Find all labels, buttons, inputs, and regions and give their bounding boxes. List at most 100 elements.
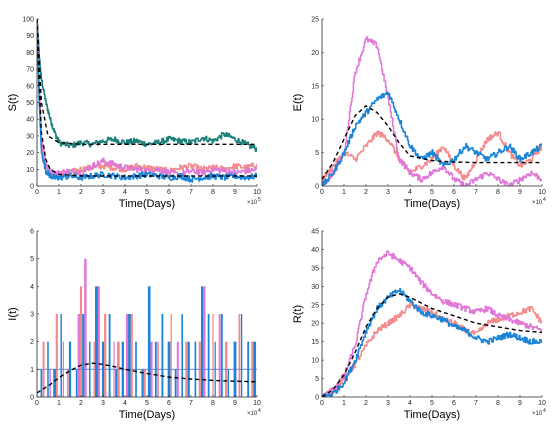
chart-3-x-tick-label: 4 bbox=[408, 400, 412, 407]
chart-0-x-tick-label: 1 bbox=[57, 189, 61, 196]
chart-2-series-1-spike bbox=[49, 369, 51, 397]
chart-0-x-tick-label: 0 bbox=[35, 189, 39, 196]
chart-2-x-tick-label: 10 bbox=[253, 400, 261, 407]
chart-0-x-tick-label: 8 bbox=[211, 189, 215, 196]
chart-1-x-tick-label: 4 bbox=[408, 189, 412, 196]
chart-1-x-tick-label: 2 bbox=[364, 189, 368, 196]
chart-3-y-tick-label: 20 bbox=[311, 321, 319, 328]
chart-0-y-axis-label: S(t) bbox=[7, 94, 19, 112]
chart-1-y-tick-label: 0 bbox=[315, 184, 319, 191]
chart-3-y-tick-label: 10 bbox=[311, 358, 319, 365]
chart-2-x-tick-label: 0 bbox=[35, 400, 39, 407]
chart-2-x-tick-label: 5 bbox=[145, 400, 149, 407]
chart-3-y-tick-label: 45 bbox=[311, 229, 319, 236]
chart-2-x-tick-label: 3 bbox=[101, 400, 105, 407]
chart-0-x-tick-label: 4 bbox=[123, 189, 127, 196]
chart-0-y-tick-label: 10 bbox=[26, 167, 34, 174]
chart-2-x-multiplier-exp: 4 bbox=[258, 408, 261, 414]
chart-2-series-1-spike bbox=[202, 286, 206, 397]
chart-3-series-3 bbox=[322, 293, 542, 397]
chart-3-x-tick-label: 0 bbox=[320, 400, 324, 407]
chart-0-series-5 bbox=[37, 19, 257, 145]
chart-0-y-tick-label: 70 bbox=[26, 67, 34, 74]
chart-2-series-2-spike bbox=[147, 286, 151, 397]
chart-2-x-tick-label: 7 bbox=[189, 400, 193, 407]
chart-0-x-multiplier: ×10 bbox=[247, 200, 258, 206]
chart-2-x-tick-label: 6 bbox=[167, 400, 171, 407]
chart-2-series-2-spike bbox=[95, 286, 98, 397]
chart-2-series-2-spike bbox=[128, 314, 131, 397]
chart-0-series-1 bbox=[37, 20, 257, 179]
chart-0-x-axis-label: Time(Days) bbox=[119, 198, 175, 210]
chart-1-series-2 bbox=[322, 91, 542, 186]
chart-3-x-tick-label: 8 bbox=[496, 400, 500, 407]
chart-1-x-multiplier-exp: 4 bbox=[543, 197, 546, 203]
chart-2-series-0-spike bbox=[238, 314, 241, 397]
chart-2-x-axis-label: Time(Days) bbox=[119, 409, 175, 421]
chart-1-x-tick-label: 5 bbox=[430, 189, 434, 196]
chart-2-series-0-spike bbox=[79, 286, 83, 397]
chart-2-series-1-spike bbox=[77, 314, 80, 397]
chart-0-y-tick-label: 90 bbox=[26, 33, 34, 40]
chart-1-x-tick-label: 7 bbox=[474, 189, 478, 196]
chart-3-y-tick-label: 30 bbox=[311, 284, 319, 291]
chart-0-x-tick-label: 5 bbox=[145, 189, 149, 196]
chart-2-series-0-spike bbox=[143, 369, 146, 397]
chart-3-x-multiplier-exp: 4 bbox=[543, 408, 546, 414]
chart-0-x-multiplier-exp: 5 bbox=[258, 197, 261, 203]
chart-3-x-tick-label: 7 bbox=[474, 400, 478, 407]
chart-0-series-0 bbox=[37, 19, 257, 153]
chart-2-series-1-spike bbox=[84, 258, 87, 397]
chart-2-x-tick-label: 1 bbox=[57, 400, 61, 407]
chart-2-series-2-spike bbox=[240, 314, 243, 397]
chart-2-series-2-spike bbox=[200, 286, 204, 397]
chart-3-x-tick-label: 5 bbox=[430, 400, 434, 407]
chart-2-series-2-spike bbox=[82, 314, 85, 397]
chart-1-series-3 bbox=[322, 105, 542, 180]
chart-3-x-tick-label: 3 bbox=[386, 400, 390, 407]
chart-2-x-tick-label: 9 bbox=[233, 400, 237, 407]
chart-2-series-2-spike bbox=[181, 314, 183, 397]
chart-0-series-2 bbox=[37, 19, 257, 178]
chart-2-series-0-spike bbox=[55, 314, 58, 397]
chart-3-x-axis-label: Time(Days) bbox=[404, 409, 460, 421]
chart-2-series-2-spike bbox=[227, 369, 230, 397]
chart-3-series-2 bbox=[322, 287, 542, 397]
chart-2-series-0-spike bbox=[212, 314, 214, 397]
chart-3-y-tick-label: 5 bbox=[315, 376, 319, 383]
chart-1-y-axis-label: E(t) bbox=[292, 94, 304, 112]
chart-2-y-tick-label: 6 bbox=[30, 229, 34, 236]
chart-1-x-tick-label: 0 bbox=[320, 189, 324, 196]
chart-3-x-multiplier: ×10 bbox=[532, 411, 543, 417]
chart-0-y-tick-label: 80 bbox=[26, 50, 34, 57]
chart-2-x-tick-label: 2 bbox=[79, 400, 83, 407]
chart-3-x-tick-label: 2 bbox=[364, 400, 368, 407]
chart-1-x-axis-label: Time(Days) bbox=[404, 198, 460, 210]
chart-3-x-tick-label: 10 bbox=[538, 400, 546, 407]
chart-3-y-tick-label: 0 bbox=[315, 395, 319, 402]
chart-1-series-1 bbox=[322, 36, 542, 186]
chart-2-plot-area bbox=[37, 258, 257, 397]
chart-1-plot-area bbox=[322, 36, 542, 186]
chart-2-series-2-spike bbox=[108, 314, 111, 397]
chart-0-y-tick-label: 20 bbox=[26, 150, 34, 157]
chart-1-y-tick-label: 20 bbox=[311, 50, 319, 57]
chart-2-series-2-spike bbox=[60, 314, 62, 397]
chart-0-x-tick-label: 3 bbox=[101, 189, 105, 196]
chart-2-y-tick-label: 3 bbox=[30, 312, 34, 319]
chart-2-series-2-spike bbox=[40, 369, 43, 397]
chart-2-series-3 bbox=[37, 362, 257, 394]
chart-2-series-2-spike bbox=[207, 314, 210, 397]
chart-2-series-2-spike bbox=[220, 314, 223, 397]
chart-1-x-tick-label: 8 bbox=[496, 189, 500, 196]
chart-1-y-tick-label: 5 bbox=[315, 150, 319, 157]
chart-3-y-tick-label: 40 bbox=[311, 247, 319, 254]
chart-0-x-tick-label: 6 bbox=[167, 189, 171, 196]
chart-2-series-1-spike bbox=[125, 314, 129, 397]
chart-2-y-tick-label: 4 bbox=[30, 284, 34, 291]
